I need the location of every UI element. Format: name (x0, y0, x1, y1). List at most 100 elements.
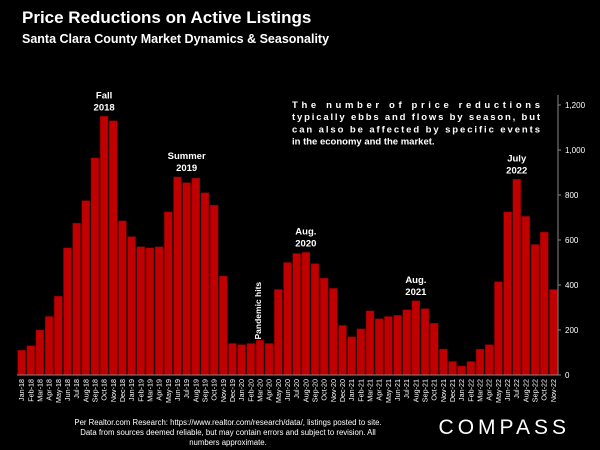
x-tick-label: Mar-20 (255, 379, 264, 402)
bar-Jun-20 (283, 262, 292, 376)
annotation-label: 2022 (506, 165, 527, 176)
x-tick-label: Feb-22 (466, 379, 475, 402)
x-tick-label: Apr-18 (45, 379, 54, 401)
x-tick-label: Jan-18 (17, 379, 26, 401)
x-tick-label: Apr-20 (265, 379, 274, 401)
x-tick-label: Dec-20 (338, 379, 347, 402)
x-tick-label: Nov-22 (549, 379, 558, 402)
bar-Oct-22 (540, 231, 549, 376)
x-tick-label: Mar-21 (366, 379, 375, 402)
bar-Apr-18 (44, 316, 54, 376)
bar-Sep-22 (530, 244, 540, 376)
bar-Mar-22 (475, 348, 485, 376)
bar-Aug-18 (81, 200, 90, 376)
x-tick-label: Nov-18 (109, 379, 118, 402)
bar-May-20 (274, 289, 283, 376)
x-tick-label: Dec-19 (228, 379, 237, 402)
chart-subtitle: Santa Clara County Market Dynamics & Sea… (22, 32, 330, 46)
bar-Sep-19 (200, 192, 210, 376)
bar-Dec-18 (118, 220, 127, 376)
bar-Jul-18 (72, 222, 81, 376)
bar-Mar-20 (255, 339, 265, 376)
callout-text: typically ebbs and flows by season, but (292, 112, 541, 123)
bar-Apr-20 (264, 343, 274, 376)
bar-Nov-19 (219, 275, 228, 376)
bar-Jan-22 (457, 365, 466, 376)
bar-Nov-18 (109, 120, 118, 376)
x-tick-label: Apr-21 (375, 379, 384, 401)
annotation-label: Fall (96, 90, 112, 101)
annotation-label: Summer (168, 151, 206, 162)
x-tick-label: Oct-20 (320, 379, 329, 401)
bar-Feb-20 (246, 343, 256, 376)
bar-Nov-20 (329, 288, 338, 376)
bar-Oct-21 (430, 323, 439, 376)
bar-Oct-19 (209, 204, 219, 376)
x-tick-label: Dec-18 (118, 379, 127, 402)
bar-Apr-19 (154, 246, 164, 376)
bar-Jun-22 (503, 211, 512, 376)
bar-Aug-19 (191, 177, 200, 376)
x-tick-label: May-21 (384, 379, 393, 403)
x-tick-label: Jun-22 (503, 379, 512, 401)
annotation-label: 2019 (176, 163, 197, 174)
x-tick-label: Oct-19 (210, 379, 219, 401)
bar-Jan-20 (237, 344, 246, 376)
x-tick-label: Oct-21 (430, 379, 439, 401)
x-tick-label: Jun-18 (63, 379, 72, 401)
compass-logo: COMPASS (438, 416, 570, 439)
bar-Sep-18 (90, 157, 100, 376)
x-tick-label: Oct-18 (100, 379, 109, 401)
annotation-label: Pandemic hits (253, 282, 263, 340)
bar-Jun-21 (393, 315, 402, 376)
x-tick-label: Jul-18 (72, 379, 81, 399)
y-tick-label: 1,000 (565, 146, 586, 155)
x-tick-label: Jun-21 (393, 379, 402, 401)
x-tick-label: Oct-22 (540, 379, 549, 401)
bar-Dec-20 (338, 325, 347, 376)
x-tick-label: Sep-18 (90, 379, 99, 402)
x-tick-label: Nov-19 (219, 379, 228, 402)
annotation-label: Aug. (295, 226, 316, 237)
source-footnote: Per Realtor.com Research: https://www.re… (74, 418, 382, 447)
x-tick-label: Sep-20 (311, 379, 320, 402)
bar-Aug-22 (521, 216, 531, 376)
bar-Jan-18 (17, 350, 26, 376)
bar-Nov-22 (549, 289, 558, 376)
x-tick-label: Jan-19 (127, 379, 136, 401)
x-tick-label: Feb-21 (356, 379, 365, 402)
x-tick-label: May-18 (54, 379, 63, 403)
bar-Aug-20 (301, 252, 311, 376)
bar-Feb-18 (26, 345, 35, 376)
x-tick-label: Jun-19 (173, 379, 182, 401)
bar-Jun-18 (63, 247, 72, 376)
bar-Jul-22 (512, 179, 521, 376)
bar-Nov-21 (439, 348, 448, 376)
annotation-label: 2020 (295, 238, 316, 249)
annotation-label: 2018 (94, 102, 115, 113)
y-tick-label: 1,200 (565, 101, 586, 110)
chart-title: Price Reductions on Active Listings (22, 8, 312, 27)
x-tick-label: May-22 (494, 379, 503, 403)
x-tick-label: Feb-20 (246, 379, 255, 402)
bar-Jan-19 (127, 236, 136, 376)
bar-Feb-21 (356, 328, 366, 376)
x-tick-label: Jan-22 (457, 379, 466, 401)
bar-Apr-21 (375, 318, 384, 376)
y-tick-label: 0 (565, 371, 570, 380)
y-tick-label: 800 (565, 191, 579, 200)
bar-Mar-21 (365, 310, 375, 376)
x-tick-label: Sep-19 (200, 379, 209, 402)
x-tick-label: Apr-19 (155, 379, 164, 401)
bar-Feb-19 (136, 246, 145, 376)
x-tick-label: May-19 (164, 379, 173, 403)
bar-Sep-21 (420, 308, 430, 376)
x-tick-label: Sep-22 (531, 379, 540, 402)
x-tick-label: Aug-19 (191, 379, 200, 402)
x-tick-label: May-20 (274, 379, 283, 403)
y-tick-label: 200 (565, 326, 579, 335)
callout-text: in the economy and the market. (292, 137, 435, 148)
x-tick-label: Nov-21 (439, 379, 448, 402)
x-tick-label: Apr-22 (485, 379, 494, 401)
